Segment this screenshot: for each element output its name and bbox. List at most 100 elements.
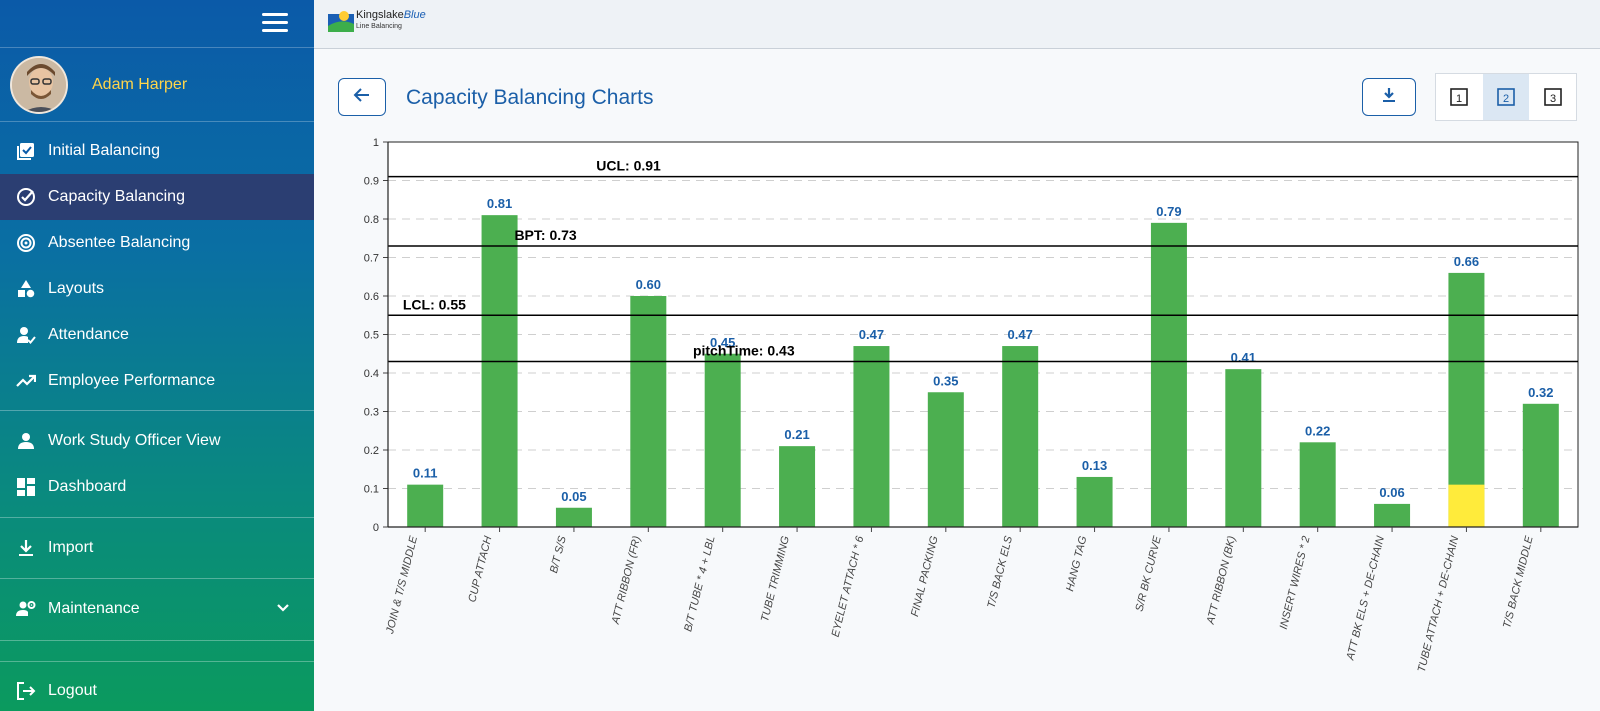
sidebar-item-capacity-balancing[interactable]: Capacity Balancing [0,174,314,220]
sidebar-item-label: Initial Balancing [48,142,161,159]
sidebar-item-label: Capacity Balancing [48,188,185,205]
bar [1299,442,1336,527]
view-1-button[interactable]: 1 [1436,74,1483,120]
sidebar-item-label: Import [48,539,94,556]
bar-value-label: 0.47 [1008,327,1033,342]
sidebar-item-logout[interactable]: Logout [0,668,314,711]
sidebar-item-maintenance[interactable]: Maintenance [0,586,314,632]
bar-value-label: 0.13 [1082,458,1107,473]
sidebar-item-initial-balancing[interactable]: Initial Balancing [0,128,314,174]
y-tick-label: 0.4 [364,368,379,380]
bar [1374,503,1411,527]
sidebar-item-work-study-officer-view[interactable]: Work Study Officer View [0,418,314,464]
x-category-label: JOIN & T/S MIDDLE [384,534,420,636]
view-3-button[interactable]: 3 [1529,74,1576,120]
filter-3-icon: 3 [1543,88,1562,106]
people-gear-icon [16,599,36,619]
hamburger-menu-icon[interactable] [262,13,288,33]
target-icon [16,233,36,253]
shapes-icon [16,279,36,299]
arrow-left-icon [353,86,371,109]
bar-value-label: 0.21 [784,427,809,442]
bar-value-label: 0.81 [487,196,512,211]
x-category-label: ATT BK ELS + DE-CHAIN [1344,535,1387,662]
y-tick-label: 0.3 [364,407,379,419]
bar [779,446,816,527]
bar-value-label: 0.66 [1454,254,1479,269]
x-category-label: B/T TUBE * 4 + LBL [682,535,717,633]
x-category-label: CUP ATTACH [466,535,494,604]
avatar [10,55,68,114]
bar [1150,222,1187,527]
view-toggle-group: 1 2 3 [1435,73,1577,121]
x-category-label: T/S BACK MIDDLE [1501,534,1536,629]
bar-value-label: 0.41 [1231,350,1256,365]
bar-highlight-segment [1448,484,1485,527]
bar [853,346,890,527]
user-name: Adam Harper [92,75,188,93]
app-logo[interactable]: KingslakeBlue Line Balancing [328,10,426,32]
sidebar-header [0,0,314,48]
bar [1225,369,1262,527]
bar-value-label: 0.45 [710,335,735,350]
y-tick-label: 0 [373,522,379,534]
x-category-label: T/S BACK ELS [986,534,1016,609]
y-tick-label: 0.5 [364,330,379,342]
check-circle-icon [16,187,36,207]
bar-value-label: 0.22 [1305,423,1330,438]
logo-subtitle: Line Balancing [356,23,402,30]
sidebar-item-dashboard[interactable]: Dashboard [0,464,314,510]
bar-value-label: 0.35 [933,373,958,388]
filter-2-icon: 2 [1497,88,1515,106]
bar [1522,403,1559,527]
nav-divider [0,410,314,411]
sidebar-item-label: Layouts [48,280,105,297]
bar [481,215,518,527]
sidebar-item-absentee-balancing[interactable]: Absentee Balancing [0,220,314,266]
bar-value-label: 0.05 [561,489,586,504]
y-tick-label: 0.2 [364,445,379,457]
checklist-icon [16,141,36,161]
reference-label-lcl: LCL: 0.55 [403,296,466,312]
top-bar: KingslakeBlue Line Balancing [314,0,1600,49]
x-category-label: INSERT WIRES * 2 [1278,535,1313,631]
sidebar-item-layouts[interactable]: Layouts [0,266,314,312]
sidebar-item-employee-performance[interactable]: Employee Performance [0,358,314,404]
nav-divider [0,578,314,579]
nav-divider [0,661,314,662]
bar [1002,346,1039,527]
y-tick-label: 0.1 [364,484,379,496]
x-category-label: B/T S/S [548,534,569,574]
sidebar-item-label: Work Study Officer View [48,432,221,449]
page-title: Capacity Balancing Charts [406,86,654,109]
x-category-label: ATT RIBBON (BK) [1205,535,1239,627]
bar-value-label: 0.32 [1528,385,1553,400]
view-2-button[interactable]: 2 [1482,74,1530,120]
trending-up-icon [16,371,36,391]
nav-divider [0,640,314,641]
sidebar-item-label: Employee Performance [48,372,216,389]
sidebar: Adam Harper Initial Balancing Capacity B… [0,0,314,711]
back-button[interactable] [338,78,386,116]
chevron-down-icon[interactable] [276,601,290,620]
bar [630,296,667,527]
bar [704,353,741,527]
sidebar-item-import[interactable]: Import [0,525,314,571]
view-1-label: 1 [1456,93,1462,105]
logo-mark-icon [328,10,354,32]
sidebar-item-attendance[interactable]: Attendance [0,312,314,358]
logo-accent: Blue [403,9,426,21]
sidebar-item-label: Logout [48,682,97,699]
bar-value-label: 0.79 [1156,204,1181,219]
download-button[interactable] [1362,78,1416,116]
bar [927,392,964,527]
download-icon [1381,87,1397,108]
bar-value-label: 0.06 [1379,485,1404,500]
bar-value-label: 0.60 [636,277,661,292]
person-icon [16,431,36,451]
logout-icon [16,681,36,701]
dashboard-icon [16,477,36,497]
bar-value-label: 0.47 [859,327,884,342]
x-category-label: ATT RIBBON (FR) [610,534,644,626]
y-tick-label: 1 [373,137,379,149]
